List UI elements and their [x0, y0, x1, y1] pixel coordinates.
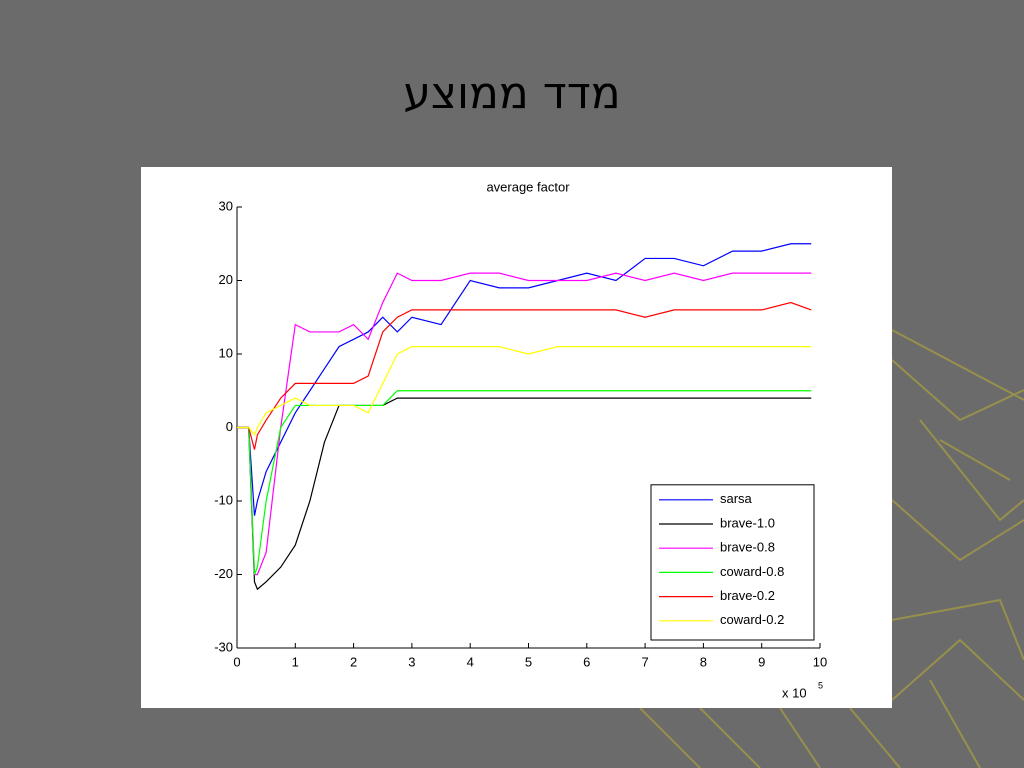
- x-tick-label: 1: [292, 654, 299, 669]
- x-tick-label: 8: [700, 654, 707, 669]
- x-tick-label: 3: [408, 654, 415, 669]
- series-line: [237, 272, 812, 576]
- x-tick-label: 10: [813, 654, 827, 669]
- legend-label: brave-1.0: [720, 515, 775, 530]
- y-tick-label: 0: [226, 419, 233, 434]
- series-line: [237, 301, 812, 450]
- legend-label: sarsa: [720, 491, 753, 506]
- x-tick-label: 7: [641, 654, 648, 669]
- series-line: [237, 346, 812, 437]
- x-tick-label: 9: [758, 654, 765, 669]
- x-tick-label: 2: [350, 654, 357, 669]
- chart-title: average factor: [486, 179, 570, 194]
- y-tick-label: 30: [219, 198, 233, 213]
- y-tick-label: -10: [214, 492, 233, 507]
- y-tick-label: 10: [219, 345, 233, 360]
- legend-label: coward-0.2: [720, 612, 784, 627]
- legend-box: [650, 484, 815, 641]
- legend-label: brave-0.2: [720, 588, 775, 603]
- x-tick-label: 0: [233, 654, 240, 669]
- chart: average factor x 10 5 -30 -20 -10 0 10 20 30 0 1…: [141, 167, 892, 708]
- series-line: [237, 397, 812, 591]
- x-tick-label: 4: [467, 654, 474, 669]
- x-tick-label: 5: [525, 654, 532, 669]
- y-tick-label: -20: [214, 566, 233, 581]
- x-scale-label: x 10: [782, 685, 807, 700]
- slide-title: מדד ממוצע: [403, 68, 621, 119]
- x-tick-label: 6: [583, 654, 590, 669]
- y-tick-label: -30: [214, 639, 233, 654]
- y-tick-label: 20: [219, 272, 233, 287]
- legend-label: coward-0.8: [720, 564, 784, 579]
- legend-label: brave-0.8: [720, 540, 775, 555]
- series-line: [237, 390, 812, 575]
- x-scale-exponent: 5: [818, 680, 823, 690]
